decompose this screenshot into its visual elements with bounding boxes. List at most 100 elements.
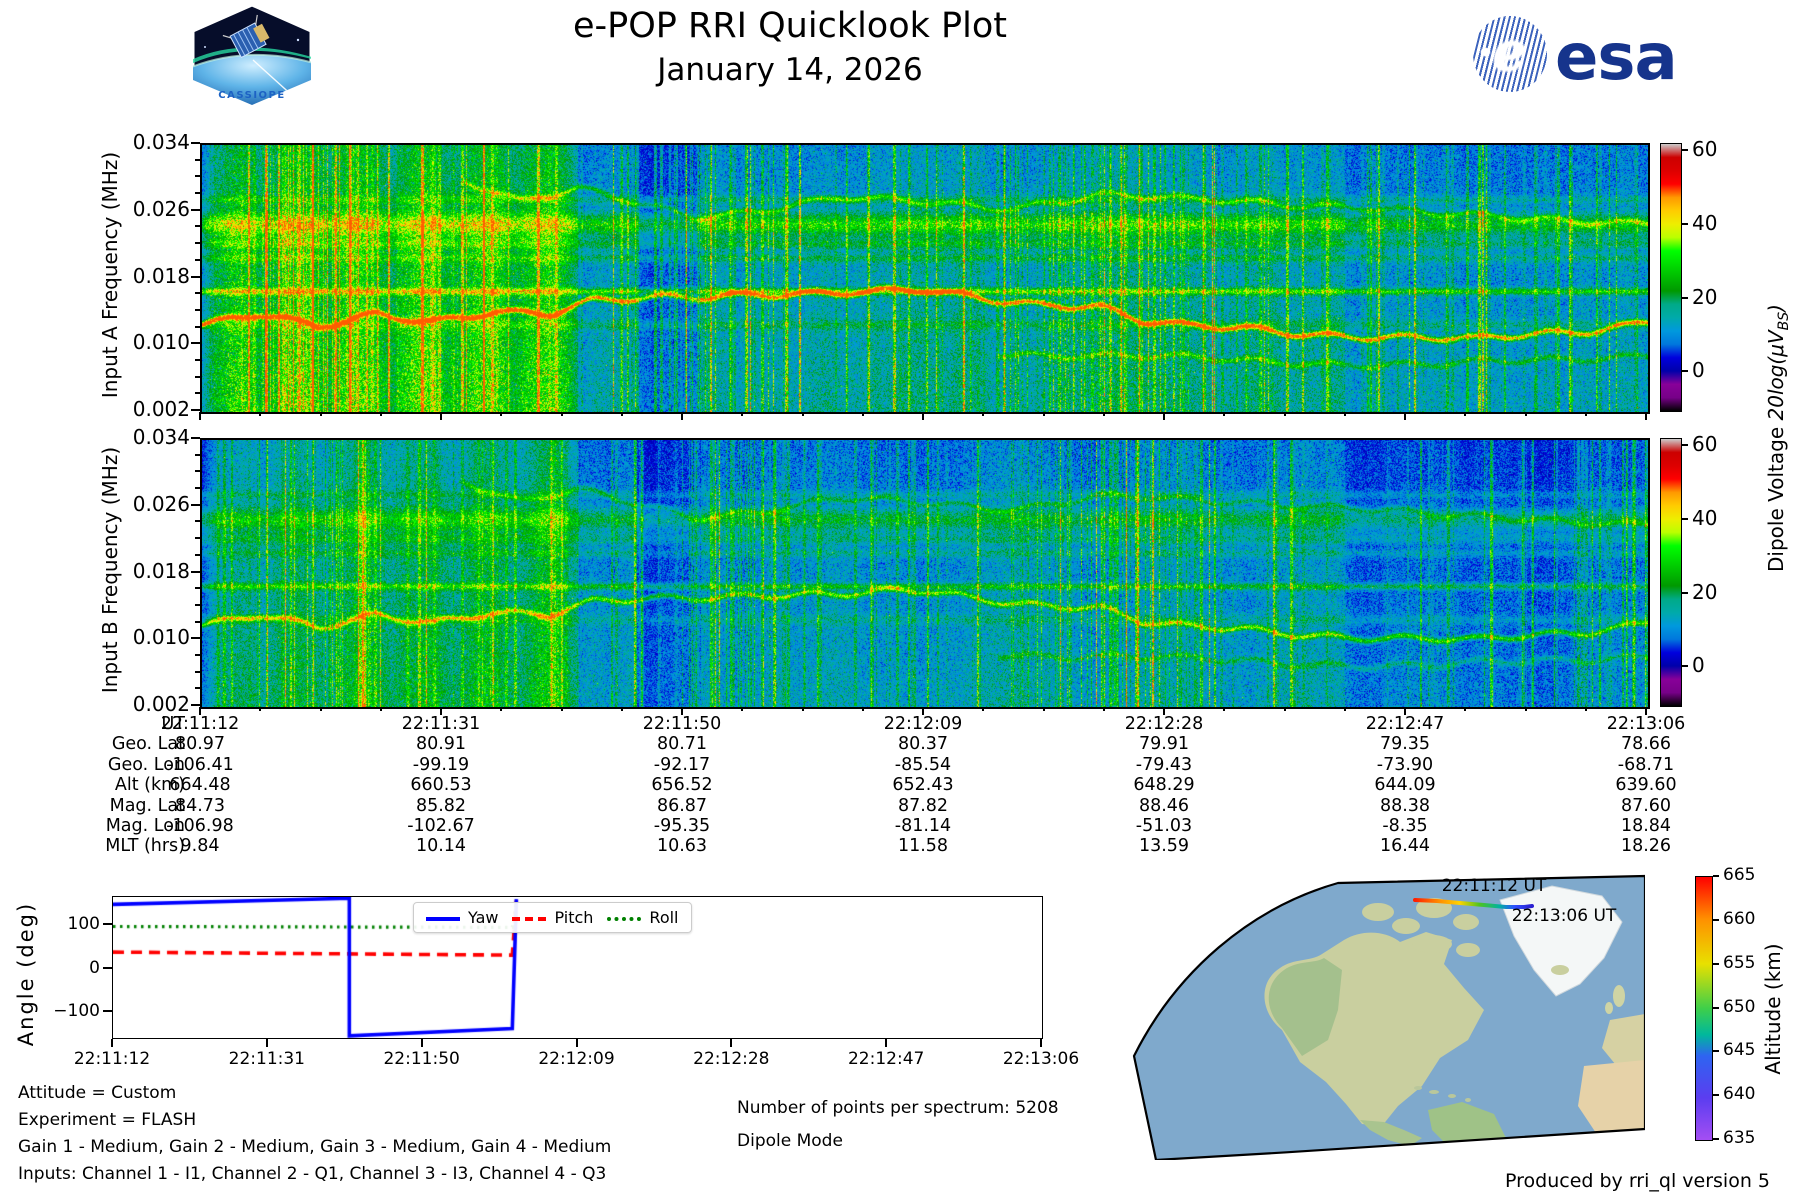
ephemeris-cell: 84.73	[174, 795, 226, 816]
map-iceland	[1551, 965, 1569, 975]
spec-b-ytick: 0.026	[132, 491, 190, 516]
axis-tick	[1682, 444, 1688, 447]
ephemeris-cell: -79.43	[1135, 754, 1193, 775]
dipole-cbar-tick-a: 20	[1692, 284, 1718, 309]
ephemeris-cell: 644.09	[1374, 775, 1436, 796]
dipole-cbar-tick-a: 0	[1692, 358, 1705, 383]
credit-text: Produced by rri_ql version 5	[1505, 1170, 1770, 1192]
dipole-label-close: )	[1764, 304, 1788, 312]
ephemeris-cell: 22:11:12	[160, 714, 240, 734]
map-na-west-green	[1268, 958, 1342, 1056]
legend-label-pitch: Pitch	[554, 908, 594, 927]
ground-track-map: 22:11:12 UT 22:13:06 UT	[1132, 874, 1645, 1160]
axis-tick	[1713, 1006, 1719, 1009]
axis-tick	[1682, 665, 1688, 668]
axis-tick	[1713, 962, 1719, 965]
ephemeris-cell: -106.41	[166, 754, 234, 775]
dipole-colorbar-a	[1660, 143, 1682, 412]
spec-b-ytick: 0.002	[132, 692, 190, 716]
angle-xtick: 22:12:47	[847, 1049, 925, 1069]
footnote-inputs: Inputs: Channel 1 - I1, Channel 2 - Q1, …	[18, 1164, 607, 1184]
footnote-attitude: Attitude = Custom	[18, 1083, 177, 1103]
angle-plot-legend: Yaw Pitch Roll	[413, 902, 692, 933]
altitude-colorbar	[1695, 876, 1713, 1141]
spec-a-ytick: 0.002	[132, 397, 190, 421]
axis-tick	[191, 342, 200, 345]
ephemeris-cell: 88.38	[1379, 795, 1431, 816]
ephemeris-cell: -8.35	[1382, 816, 1428, 836]
ephemeris-cell: -85.54	[894, 754, 952, 775]
axis-tick	[1682, 370, 1688, 373]
axis-tick	[1713, 1050, 1719, 1053]
ephemeris-cell: 22:12:28	[1124, 714, 1204, 734]
legend-item-pitch: Pitch	[512, 908, 593, 927]
map-greenland	[1499, 885, 1623, 997]
axis-tick	[111, 1039, 113, 1047]
angle-plot-panel: Yaw Pitch Roll	[112, 896, 1043, 1039]
ephemeris-cell: 80.71	[656, 734, 708, 755]
ephemeris-cell: 79.91	[1138, 734, 1190, 755]
ephemeris-cell: 660.53	[410, 775, 472, 796]
angle-xtick: 22:11:50	[383, 1049, 460, 1069]
axis-tick	[1682, 591, 1688, 594]
ephemeris-cell: -106.98	[166, 816, 234, 836]
axis-tick	[191, 570, 200, 573]
ephemeris-cell: 22:12:47	[1365, 714, 1445, 734]
ephemeris-cell: -68.71	[1617, 754, 1675, 775]
ephemeris-cell: 80.37	[897, 734, 949, 755]
footnote-points: Number of points per spectrum: 5208	[737, 1098, 1059, 1118]
angle-xtick: 22:11:31	[228, 1049, 305, 1069]
axis-tick	[1713, 1094, 1719, 1097]
spec-a-ytick: 0.018	[132, 263, 190, 288]
satellite-track	[1413, 898, 1534, 909]
cassiope-logo: CASSIOPE	[183, 2, 321, 108]
ephemeris-row-label: Geo. Lat	[111, 734, 185, 755]
map-caribbean	[1414, 1086, 1471, 1102]
ephemeris-cell: 656.52	[651, 775, 713, 796]
ephemeris-cell: 664.48	[169, 775, 231, 796]
axis-tick	[885, 1039, 888, 1047]
angle-ytick: −100	[53, 1000, 100, 1021]
dipole-cbar-tick-b: 40	[1692, 506, 1718, 531]
spec-a-ytick: 0.034	[132, 130, 190, 154]
ephemeris-row-label: Alt (km)	[114, 775, 185, 796]
axis-tick	[730, 1039, 733, 1047]
altitude-cbar-tick: 665	[1723, 865, 1756, 885]
legend-label-roll: Roll	[649, 908, 679, 927]
ephemeris-cell: 648.29	[1133, 775, 1195, 796]
angle-plot-ylabel: Angle (deg)	[14, 901, 38, 1047]
ephemeris-cell: 87.60	[1620, 795, 1672, 816]
axis-tick	[1682, 296, 1688, 299]
dipole-cbar-tick-a: 60	[1692, 137, 1718, 162]
angle-xtick: 22:12:09	[538, 1049, 615, 1069]
yaw-line-icon	[426, 916, 460, 921]
axis-tick	[191, 637, 200, 640]
ephemeris-cell: 79.35	[1379, 734, 1431, 755]
spectrogram-b-ylabel: Input B Frequency (MHz)	[98, 446, 122, 694]
angle-ytick: 100	[67, 914, 100, 935]
esa-globe-dot	[1481, 48, 1490, 56]
legend-item-yaw: Yaw	[426, 908, 498, 927]
esa-globe-e: e	[1493, 22, 1527, 83]
ephemeris-cell: 10.63	[656, 836, 708, 857]
ephemeris-cell: -81.14	[894, 816, 952, 836]
ephemeris-cell: 87.82	[897, 795, 949, 816]
dipole-label-sub: BS	[1776, 311, 1792, 331]
dipole-cbar-tick-b: 0	[1692, 653, 1705, 678]
spectrogram-a-canvas	[202, 145, 1648, 412]
esa-logo: e esa	[1473, 14, 1693, 98]
angle-xtick: 22:11:12	[73, 1049, 151, 1069]
axis-tick	[575, 1039, 578, 1047]
dipole-cbar-tick-a: 40	[1692, 211, 1718, 236]
axis-tick	[191, 409, 200, 411]
altitude-cbar-tick: 635	[1723, 1128, 1756, 1148]
track-end-label: 22:13:06 UT	[1512, 906, 1617, 926]
angle-xtick: 22:13:06	[1002, 1049, 1080, 1069]
ephemeris-row-label: Mag. Lon	[105, 816, 185, 836]
ephemeris-cell: 22:11:31	[401, 714, 481, 734]
altitude-colorbar-label: Altitude (km)	[1761, 943, 1785, 1075]
axis-tick	[191, 503, 200, 506]
angle-xtick: 22:12:28	[693, 1049, 770, 1069]
ephemeris-cell: -73.90	[1376, 754, 1434, 775]
